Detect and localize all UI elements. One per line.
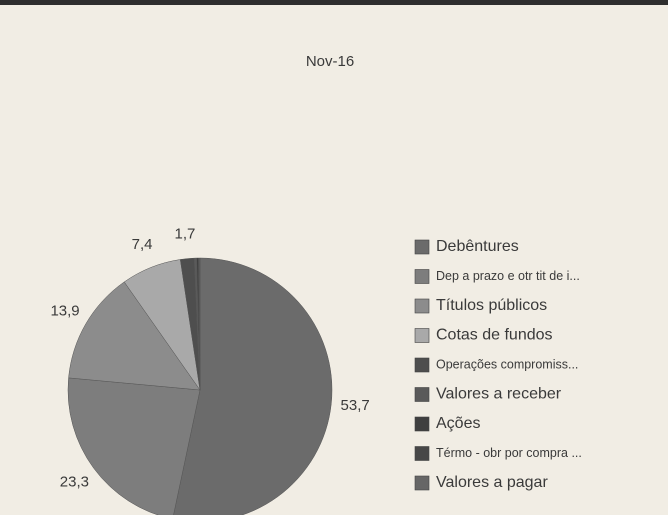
pie-slice: [198, 257, 201, 391]
legend-swatch: [414, 269, 430, 284]
legend-swatch: [414, 298, 430, 314]
legend-swatch: [414, 357, 430, 373]
legend-swatch: [414, 416, 430, 432]
legend-label: Debêntures: [436, 238, 519, 255]
legend-label: Operações compromiss...: [436, 357, 578, 371]
legend-label: Valores a receber: [436, 386, 562, 403]
legend-swatch: [414, 475, 430, 491]
legend-label: Valores a pagar: [436, 474, 548, 491]
pie-slice: [173, 257, 333, 515]
pie-slice: [67, 377, 201, 515]
data-label: 1,7: [175, 226, 196, 243]
chart-title: Nov-16: [306, 53, 354, 70]
legend-label: Térmo - obr por compra ...: [436, 446, 582, 460]
pie-slice: [68, 281, 201, 391]
top-bar: [0, 0, 668, 5]
data-label: 23,3: [60, 473, 89, 490]
data-label: 13,9: [50, 303, 79, 320]
legend-label: Ações: [436, 415, 480, 432]
legend-label: Cotas de fundos: [436, 327, 553, 344]
legend-swatch: [414, 387, 430, 402]
legend-label: Títulos públicos: [436, 297, 547, 314]
legend-swatch: [414, 328, 430, 343]
data-label: 7,4: [132, 236, 153, 253]
legend-swatch: [414, 239, 430, 255]
legend-label: Dep a prazo e otr tit de i...: [436, 269, 580, 283]
data-label: 53,7: [341, 397, 370, 414]
legend-swatch: [414, 446, 430, 461]
